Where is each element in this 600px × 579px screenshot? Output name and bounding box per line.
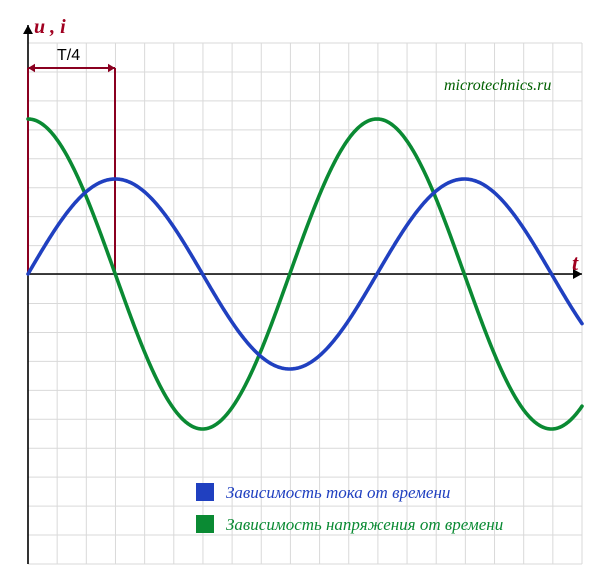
- watermark: microtechnics.ru: [444, 77, 551, 94]
- chart-svg: u , i t T/4 microtechnics.ru Зависимость ток…: [0, 0, 600, 579]
- period-label: T/4: [57, 47, 80, 64]
- legend-swatch: [196, 515, 214, 533]
- phase-shift-chart: u , i t T/4 microtechnics.ru Зависимость ток…: [0, 0, 600, 579]
- x-axis-label: t: [572, 250, 579, 275]
- y-axis-label: u , i: [34, 16, 66, 38]
- legend-label: Зависимость напряжения от времени: [226, 515, 503, 534]
- legend-label: Зависимость тока от времени: [226, 483, 450, 502]
- legend-swatch: [196, 483, 214, 501]
